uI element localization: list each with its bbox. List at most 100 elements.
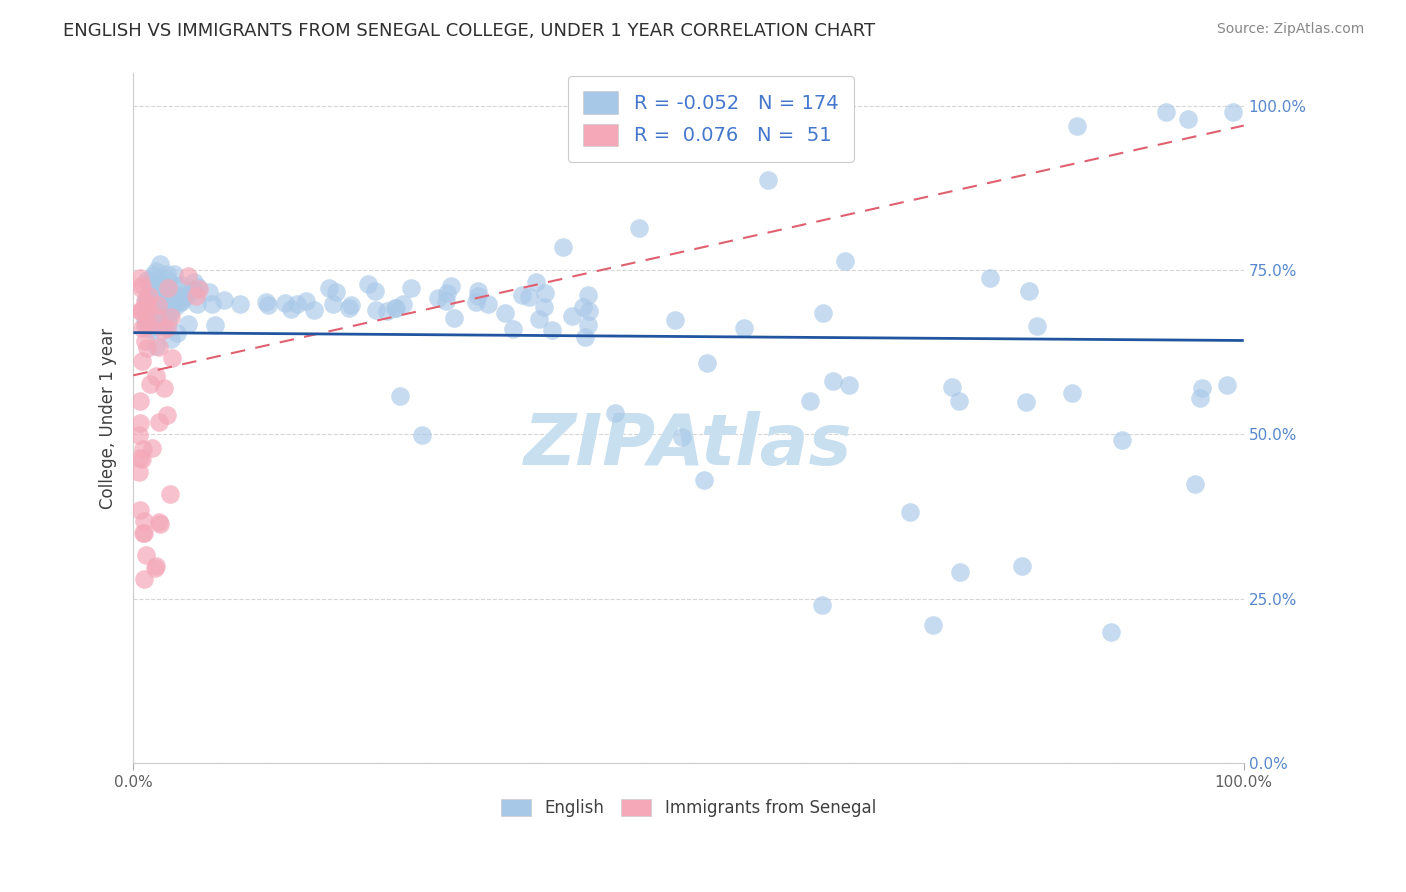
Point [364, 284, 387, 298]
Point [540, 323, 562, 337]
Point [155, 305, 177, 319]
Point [170, 295, 193, 310]
Point [136, 297, 159, 311]
Point [150, 283, 173, 297]
Point [136, 302, 159, 317]
Point [948, 394, 970, 409]
Point [160, 300, 183, 314]
Point [228, 297, 250, 311]
Point [155, 300, 177, 314]
Point [561, 310, 583, 324]
Point [160, 310, 183, 325]
Point [148, 415, 170, 429]
Point [1191, 381, 1213, 395]
Point [134, 304, 156, 318]
Point [145, 300, 167, 314]
Point [212, 293, 235, 307]
Point [136, 273, 159, 287]
Point [1189, 391, 1212, 405]
Point [1015, 395, 1038, 409]
Point [129, 281, 152, 295]
Point [159, 307, 181, 321]
Point [139, 313, 162, 327]
Point [440, 279, 463, 293]
Point [384, 301, 406, 315]
Point [134, 572, 156, 586]
Point [325, 285, 347, 300]
Point [696, 356, 718, 370]
Point [152, 316, 174, 330]
Point [524, 275, 547, 289]
Point [823, 374, 845, 388]
Point [132, 442, 155, 457]
Point [187, 280, 209, 294]
Point [139, 306, 162, 320]
Point [159, 293, 181, 307]
Point [134, 293, 156, 308]
Point [139, 308, 162, 322]
Point [257, 298, 280, 312]
Point [141, 295, 163, 310]
Point [204, 318, 226, 332]
Point [1222, 105, 1244, 120]
Point [627, 221, 650, 235]
Point [181, 283, 204, 297]
Point [578, 303, 600, 318]
Point [150, 289, 173, 303]
Point [671, 430, 693, 444]
Point [134, 334, 156, 349]
Point [128, 270, 150, 285]
Point [148, 340, 170, 354]
Point [172, 288, 194, 302]
Point [318, 281, 340, 295]
Point [510, 288, 533, 302]
Point [159, 486, 181, 500]
Point [1026, 318, 1049, 333]
Point [138, 318, 160, 332]
Point [159, 303, 181, 318]
Point [443, 311, 465, 326]
Point [139, 272, 162, 286]
Point [534, 286, 557, 301]
Point [166, 326, 188, 340]
Point [165, 299, 187, 313]
Point [163, 267, 186, 281]
Point [134, 313, 156, 327]
Text: Source: ZipAtlas.com: Source: ZipAtlas.com [1216, 22, 1364, 37]
Point [177, 268, 200, 283]
Point [131, 304, 153, 318]
Point [1154, 105, 1177, 120]
Point [156, 409, 179, 423]
Point [142, 304, 165, 318]
Point [132, 515, 155, 529]
Point [138, 310, 160, 324]
Point [148, 515, 170, 529]
Point [143, 560, 166, 574]
Point [157, 300, 180, 314]
Point [128, 428, 150, 442]
Point [170, 278, 193, 293]
Point [1062, 386, 1084, 401]
Point [572, 300, 595, 314]
Point [170, 293, 193, 308]
Point [145, 263, 167, 277]
Point [467, 284, 489, 298]
Point [136, 310, 159, 325]
Point [149, 516, 172, 531]
Point [979, 271, 1001, 285]
Point [145, 297, 167, 311]
Point [273, 296, 295, 310]
Point [142, 306, 165, 320]
Point [436, 293, 458, 308]
Point [392, 297, 415, 311]
Point [157, 316, 180, 330]
Point [134, 526, 156, 541]
Point [135, 548, 157, 562]
Point [142, 268, 165, 283]
Point [811, 599, 834, 613]
Point [339, 297, 361, 311]
Point [1184, 477, 1206, 491]
Point [295, 294, 318, 309]
Point [494, 306, 516, 320]
Point [136, 293, 159, 308]
